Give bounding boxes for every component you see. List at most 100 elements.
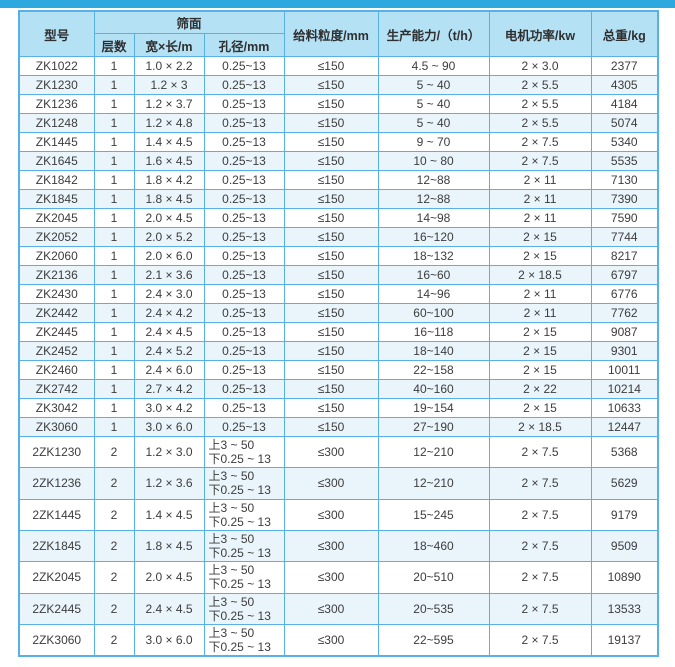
table-row: ZK1845 1 1.8 × 4.5 0.25~13 ≤150 12~88 2 × 11 73… [18, 189, 659, 209]
cell-aperture: 上3 ~ 50 下0.25 ~ 13 [203, 623, 285, 657]
cell-capacity: 14~98 [377, 208, 490, 228]
table-row: ZK2445 1 2.4 × 4.5 0.25~13 ≤150 16~118 2 × 15 9… [18, 322, 659, 342]
cell-feed: ≤150 [283, 94, 379, 114]
cell-layers: 1 [93, 284, 135, 304]
cell-model: 2ZK2045 [18, 561, 95, 594]
cell-aperture: 0.25~13 [203, 113, 285, 133]
cell-layers: 2 [93, 435, 135, 469]
cell-weight: 6776 [590, 284, 659, 304]
cell-feed: ≤150 [283, 284, 379, 304]
cell-size: 2.0 × 6.0 [133, 246, 205, 266]
cell-model: ZK1022 [18, 56, 95, 76]
cell-feed: ≤150 [283, 151, 379, 171]
cell-power: 2 × 5.5 [488, 113, 592, 133]
cell-power: 2 × 5.5 [488, 75, 592, 95]
top-accent-bar [0, 0, 675, 8]
cell-feed: ≤150 [283, 246, 379, 266]
table-row: ZK3042 1 3.0 × 4.2 0.25~13 ≤150 19~154 2 × 15 1… [18, 398, 659, 418]
cell-size: 1.8 × 4.2 [133, 170, 205, 190]
cell-layers: 1 [93, 398, 135, 418]
cell-capacity: 18~140 [377, 341, 490, 361]
cell-aperture: 0.25~13 [203, 265, 285, 285]
cell-size: 2.7 × 4.2 [133, 379, 205, 399]
cell-size: 1.8 × 4.5 [133, 189, 205, 209]
cell-power: 2 × 7.5 [488, 435, 592, 469]
cell-size: 2.4 × 3.0 [133, 284, 205, 304]
table-row: ZK1022 1 1.0 × 2.2 0.25~13 ≤150 4.5 ~ 90 2 × 3… [18, 56, 659, 76]
cell-power: 2 × 18.5 [488, 265, 592, 285]
cell-weight: 5074 [590, 113, 659, 133]
table-row: ZK2136 1 2.1 × 3.6 0.25~13 ≤150 16~60 2 × 18.5… [18, 265, 659, 285]
cell-feed: ≤150 [283, 189, 379, 209]
table-row: ZK2060 1 2.0 × 6.0 0.25~13 ≤150 18~132 2 × 15 8… [18, 246, 659, 266]
cell-size: 2.4 × 5.2 [133, 341, 205, 361]
table-header: 型号 筛面 给料粒度/mm 生产能力/（t/h） 电机功率/kw 总重/kg 层… [18, 10, 659, 57]
header-aperture: 孔径/mm [203, 33, 285, 57]
table-row: ZK2460 1 2.4 × 6.0 0.25~13 ≤150 22~158 2 × 15 1… [18, 360, 659, 380]
cell-size: 2.4 × 4.5 [133, 322, 205, 342]
cell-aperture: 上3 ~ 50 下0.25 ~ 13 [203, 529, 285, 563]
cell-layers: 1 [93, 170, 135, 190]
cell-weight: 12447 [590, 417, 659, 437]
cell-feed: ≤150 [283, 360, 379, 380]
cell-weight: 5368 [590, 435, 659, 469]
table-row: ZK2045 1 2.0 × 4.5 0.25~13 ≤150 14~98 2 × 11 75… [18, 208, 659, 228]
cell-size: 2.0 × 4.5 [133, 208, 205, 228]
cell-layers: 1 [93, 189, 135, 209]
cell-capacity: 16~60 [377, 265, 490, 285]
cell-capacity: 16~120 [377, 227, 490, 247]
table-row: 2ZK1230 2 1.2 × 3.0 上3 ~ 50 下0.25 ~ 13 ≤300 1… [18, 435, 659, 469]
cell-capacity: 27~190 [377, 417, 490, 437]
header-feed-size: 给料粒度/mm [283, 10, 379, 57]
table-row: ZK2742 1 2.7 × 4.2 0.25~13 ≤150 40~160 2 × 22 1… [18, 379, 659, 399]
cell-layers: 2 [93, 467, 135, 500]
cell-capacity: 14~96 [377, 284, 490, 304]
cell-aperture: 上3 ~ 50 下0.25 ~ 13 [203, 467, 285, 500]
cell-feed: ≤150 [283, 322, 379, 342]
cell-size: 1.2 × 3.0 [133, 435, 205, 469]
cell-power: 2 × 11 [488, 170, 592, 190]
cell-aperture: 0.25~13 [203, 322, 285, 342]
cell-model: 2ZK1445 [18, 498, 95, 531]
cell-aperture: 0.25~13 [203, 284, 285, 304]
cell-power: 2 × 7.5 [488, 498, 592, 531]
cell-weight: 10633 [590, 398, 659, 418]
cell-feed: ≤150 [283, 113, 379, 133]
cell-model: ZK1230 [18, 75, 95, 95]
header-width-length: 宽×长/m [133, 33, 205, 57]
cell-layers: 1 [93, 417, 135, 437]
cell-model: ZK2442 [18, 303, 95, 323]
cell-power: 2 × 11 [488, 284, 592, 304]
cell-feed: ≤150 [283, 170, 379, 190]
cell-model: ZK3042 [18, 398, 95, 418]
cell-weight: 13533 [590, 592, 659, 625]
cell-feed: ≤150 [283, 341, 379, 361]
cell-model: ZK2136 [18, 265, 95, 285]
cell-weight: 7390 [590, 189, 659, 209]
cell-capacity: 9 ~ 70 [377, 132, 490, 152]
table-row: ZK2452 1 2.4 × 5.2 0.25~13 ≤150 18~140 2 × 15 9… [18, 341, 659, 361]
cell-size: 1.2 × 3 [133, 75, 205, 95]
cell-weight: 10890 [590, 561, 659, 594]
cell-layers: 1 [93, 94, 135, 114]
cell-weight: 5629 [590, 467, 659, 500]
cell-model: ZK3060 [18, 417, 95, 437]
cell-aperture: 0.25~13 [203, 151, 285, 171]
cell-size: 1.2 × 4.8 [133, 113, 205, 133]
cell-model: ZK2052 [18, 227, 95, 247]
cell-capacity: 18~132 [377, 246, 490, 266]
cell-model: ZK2452 [18, 341, 95, 361]
cell-model: ZK1645 [18, 151, 95, 171]
cell-power: 2 × 3.0 [488, 56, 592, 76]
cell-capacity: 15~245 [377, 498, 490, 531]
cell-layers: 1 [93, 379, 135, 399]
cell-feed: ≤300 [283, 592, 379, 625]
cell-model: ZK2742 [18, 379, 95, 399]
cell-capacity: 5 ~ 40 [377, 94, 490, 114]
cell-power: 2 × 5.5 [488, 94, 592, 114]
table-row: ZK1248 1 1.2 × 4.8 0.25~13 ≤150 5 ~ 40 2 × 5.5… [18, 113, 659, 133]
table-row: ZK2442 1 2.4 × 4.2 0.25~13 ≤150 60~100 2 × 11 7… [18, 303, 659, 323]
header-total-weight: 总重/kg [590, 10, 659, 57]
table-row: ZK2052 1 2.0 × 5.2 0.25~13 ≤150 16~120 2 × 15 7… [18, 227, 659, 247]
cell-model: 2ZK1845 [18, 529, 95, 563]
